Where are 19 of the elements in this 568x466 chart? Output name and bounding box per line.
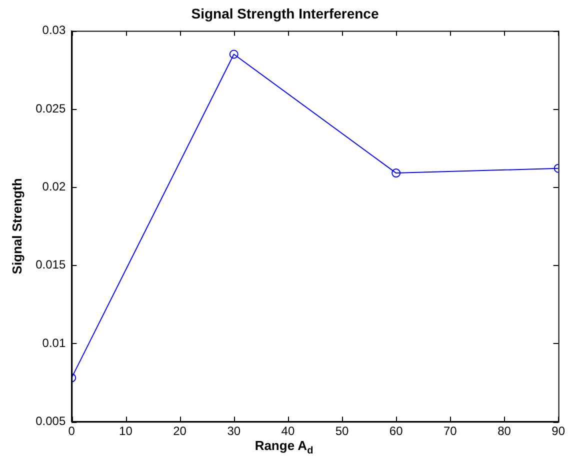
y-axis-title: Signal Strength bbox=[9, 178, 24, 274]
x-tick-label: 40 bbox=[281, 424, 295, 438]
x-tick-label: 60 bbox=[389, 424, 404, 438]
x-tick-label: 80 bbox=[498, 424, 512, 438]
x-tick-label: 90 bbox=[552, 424, 566, 438]
y-tick-label: 0.015 bbox=[36, 258, 66, 272]
y-tick-label: 0.01 bbox=[42, 336, 66, 350]
x-tick-label: 20 bbox=[173, 424, 187, 438]
x-tick-label: 30 bbox=[227, 424, 241, 438]
x-tick-label: 70 bbox=[443, 424, 458, 438]
x-tick-label: 0 bbox=[68, 424, 76, 438]
x-tick-label: 50 bbox=[335, 424, 350, 438]
y-tick-label: 0.02 bbox=[42, 179, 66, 194]
x-axis-title: Range A$_{d}$ bbox=[254, 438, 314, 457]
y-tick-label: 0.005 bbox=[36, 414, 66, 428]
x-tick-label: 10 bbox=[119, 424, 133, 438]
chart-title: Signal Strength Interference bbox=[191, 5, 379, 22]
y-tick-label: 0.025 bbox=[36, 101, 66, 116]
y-tick-label: 0.03 bbox=[42, 23, 66, 38]
